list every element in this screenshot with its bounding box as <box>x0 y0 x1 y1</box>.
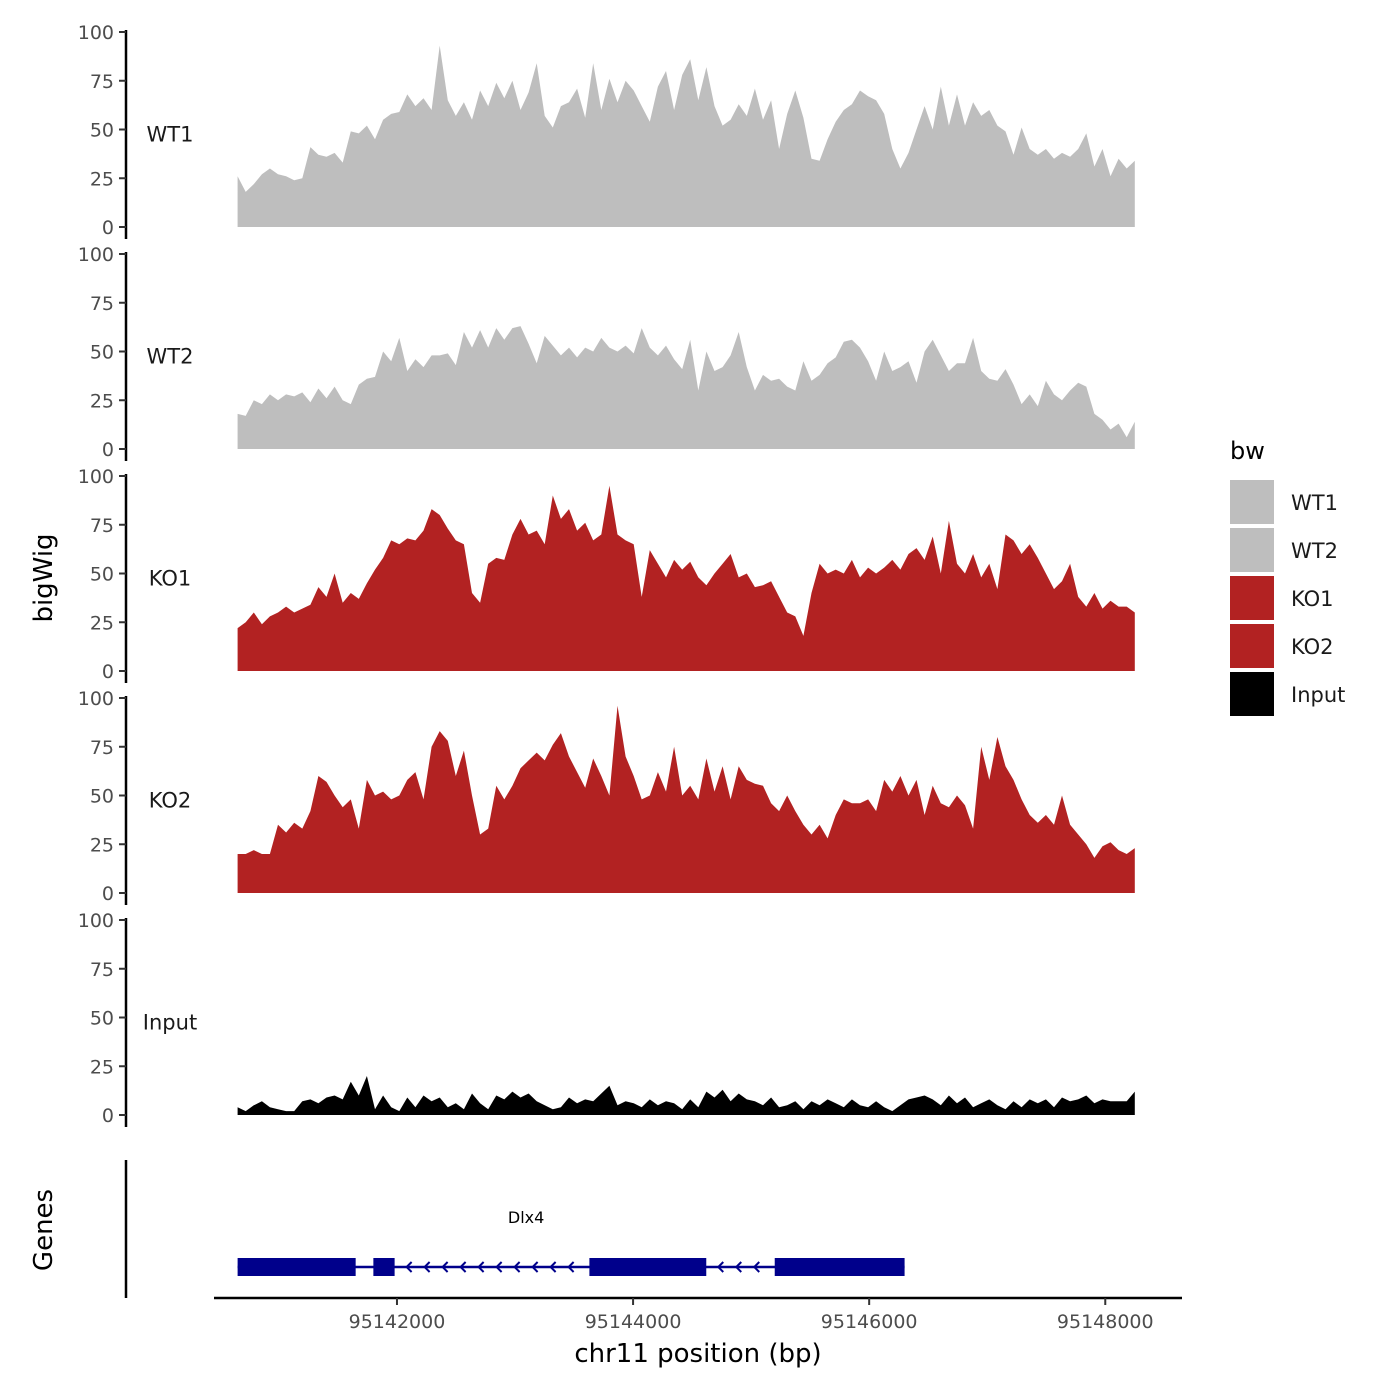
y-axis-title: bigWig <box>29 533 59 622</box>
strand-chevron <box>495 1261 503 1273</box>
y-tick-label: 25 <box>90 612 114 634</box>
y-tick-label: 0 <box>102 217 114 239</box>
strand-chevron <box>752 1261 760 1273</box>
coverage-area-wt1 <box>237 45 1135 227</box>
y-tick-label: 100 <box>78 688 114 710</box>
y-tick-label: 75 <box>90 737 114 759</box>
legend-swatch-ko2 <box>1230 624 1274 668</box>
gene-panel: Dlx4 <box>124 1160 905 1298</box>
strand-chevron <box>531 1261 539 1273</box>
coverage-area-ko1 <box>237 485 1135 671</box>
y-tick-label: 75 <box>90 515 114 537</box>
x-tick-label: 95142000 <box>349 1311 446 1333</box>
track-label: KO1 <box>149 567 192 591</box>
gene-exon <box>237 1258 356 1276</box>
y-tick-label: 25 <box>90 168 114 190</box>
track-label: KO2 <box>149 789 192 813</box>
strand-chevron <box>513 1261 521 1273</box>
x-tick-label: 95148000 <box>1057 1311 1154 1333</box>
legend-label-wt1: WT1 <box>1291 491 1338 515</box>
legend-label-input: Input <box>1291 683 1345 707</box>
track-label: WT2 <box>147 345 194 369</box>
legend-swatch-ko1 <box>1230 576 1274 620</box>
track-wt2: 0 25 50 75 100 WT2 <box>78 244 1135 461</box>
y-tick-label: 100 <box>78 910 114 932</box>
track-wt1: 0 25 50 75 100 WT1 <box>78 22 1135 239</box>
legend-label-ko2: KO2 <box>1291 635 1334 659</box>
strand-chevron <box>477 1261 485 1273</box>
y-tick-label: 0 <box>102 661 114 683</box>
y-tick-label: 100 <box>78 466 114 488</box>
strand-chevron <box>567 1261 575 1273</box>
y-tick-label: 75 <box>90 959 114 981</box>
gene-exon <box>589 1258 707 1276</box>
gene-exon <box>774 1258 905 1276</box>
legend-label-ko1: KO1 <box>1291 587 1334 611</box>
x-axis-title: chr11 position (bp) <box>574 1339 821 1369</box>
strand-chevron <box>441 1261 449 1273</box>
coverage-area-ko2 <box>237 705 1135 893</box>
legend-swatch-wt2 <box>1230 528 1274 572</box>
y-tick-label: 50 <box>90 786 114 808</box>
legend-swatch-wt1 <box>1230 480 1274 524</box>
y-tick-label: 50 <box>90 120 114 142</box>
y-tick-label: 0 <box>102 883 114 905</box>
gene-panel-title: Genes <box>29 1189 59 1271</box>
gene-dlx4: Dlx4 <box>237 1208 905 1276</box>
legend-label-wt2: WT2 <box>1291 539 1338 563</box>
y-tick-label: 100 <box>78 244 114 266</box>
strand-chevron <box>423 1261 431 1273</box>
track-input: 0 25 50 75 100 Input <box>78 910 1135 1127</box>
y-tick-label: 50 <box>90 564 114 586</box>
y-tick-label: 25 <box>90 390 114 412</box>
y-tick-label: 0 <box>102 439 114 461</box>
track-label: WT1 <box>147 123 194 147</box>
y-tick-label: 25 <box>90 834 114 856</box>
y-tick-label: 75 <box>90 293 114 315</box>
signal-tracks: 0255075100WT10255075100WT20255075100KO10… <box>78 22 1135 1127</box>
y-tick-label: 50 <box>90 1008 114 1030</box>
track-ko1: 0 25 50 75 100 KO1 <box>78 466 1135 683</box>
y-tick-label: 100 <box>78 22 114 44</box>
gene-label: Dlx4 <box>508 1208 544 1227</box>
legend-swatch-input <box>1230 672 1274 716</box>
gene-exon <box>373 1258 395 1276</box>
coverage-area-wt2 <box>237 326 1135 449</box>
track-label: Input <box>143 1011 197 1035</box>
y-tick-label: 0 <box>102 1105 114 1127</box>
coverage-area-input <box>237 1076 1135 1115</box>
x-tick-label: 95146000 <box>821 1311 918 1333</box>
track-ko2: 0 25 50 75 100 KO2 <box>78 688 1135 905</box>
strand-chevron <box>459 1261 467 1273</box>
legend-title: bw <box>1230 437 1265 465</box>
x-tick-label: 95144000 <box>585 1311 682 1333</box>
legend: bw WT1 WT2 KO1 KO2 Input <box>1230 437 1345 716</box>
x-axis: 95142000 95144000 95146000 95148000 <box>214 1296 1182 1333</box>
strand-chevron <box>734 1261 742 1273</box>
y-tick-label: 75 <box>90 71 114 93</box>
strand-chevron <box>549 1261 557 1273</box>
strand-chevron <box>716 1261 724 1273</box>
y-tick-label: 50 <box>90 342 114 364</box>
strand-chevron <box>405 1261 413 1273</box>
y-tick-label: 25 <box>90 1056 114 1078</box>
